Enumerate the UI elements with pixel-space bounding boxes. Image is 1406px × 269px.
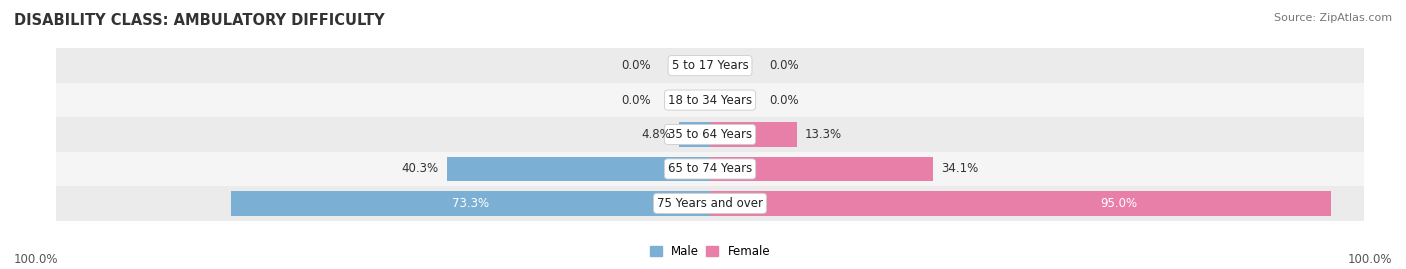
Text: 100.0%: 100.0% — [14, 253, 59, 266]
Text: Source: ZipAtlas.com: Source: ZipAtlas.com — [1274, 13, 1392, 23]
Text: 40.3%: 40.3% — [402, 162, 439, 175]
Bar — [56, 152, 1364, 186]
Bar — [710, 157, 934, 181]
Text: 4.8%: 4.8% — [641, 128, 671, 141]
Bar — [710, 122, 797, 147]
Text: DISABILITY CLASS: AMBULATORY DIFFICULTY: DISABILITY CLASS: AMBULATORY DIFFICULTY — [14, 13, 385, 29]
Bar — [56, 186, 1364, 221]
Legend: Male, Female: Male, Female — [645, 240, 775, 263]
Bar — [231, 191, 710, 216]
Text: 65 to 74 Years: 65 to 74 Years — [668, 162, 752, 175]
Bar — [447, 157, 710, 181]
Bar — [56, 48, 1364, 83]
Bar — [56, 117, 1364, 152]
Text: 5 to 17 Years: 5 to 17 Years — [672, 59, 748, 72]
Bar — [56, 83, 1364, 117]
Text: 100.0%: 100.0% — [1347, 253, 1392, 266]
Text: 0.0%: 0.0% — [769, 94, 799, 107]
Text: 13.3%: 13.3% — [804, 128, 842, 141]
Text: 0.0%: 0.0% — [621, 94, 651, 107]
Bar — [710, 191, 1331, 216]
Text: 75 Years and over: 75 Years and over — [657, 197, 763, 210]
Text: 0.0%: 0.0% — [621, 59, 651, 72]
Bar — [679, 122, 710, 147]
Text: 34.1%: 34.1% — [941, 162, 979, 175]
Text: 18 to 34 Years: 18 to 34 Years — [668, 94, 752, 107]
Text: 35 to 64 Years: 35 to 64 Years — [668, 128, 752, 141]
Text: 95.0%: 95.0% — [1099, 197, 1137, 210]
Text: 0.0%: 0.0% — [769, 59, 799, 72]
Text: 73.3%: 73.3% — [451, 197, 489, 210]
